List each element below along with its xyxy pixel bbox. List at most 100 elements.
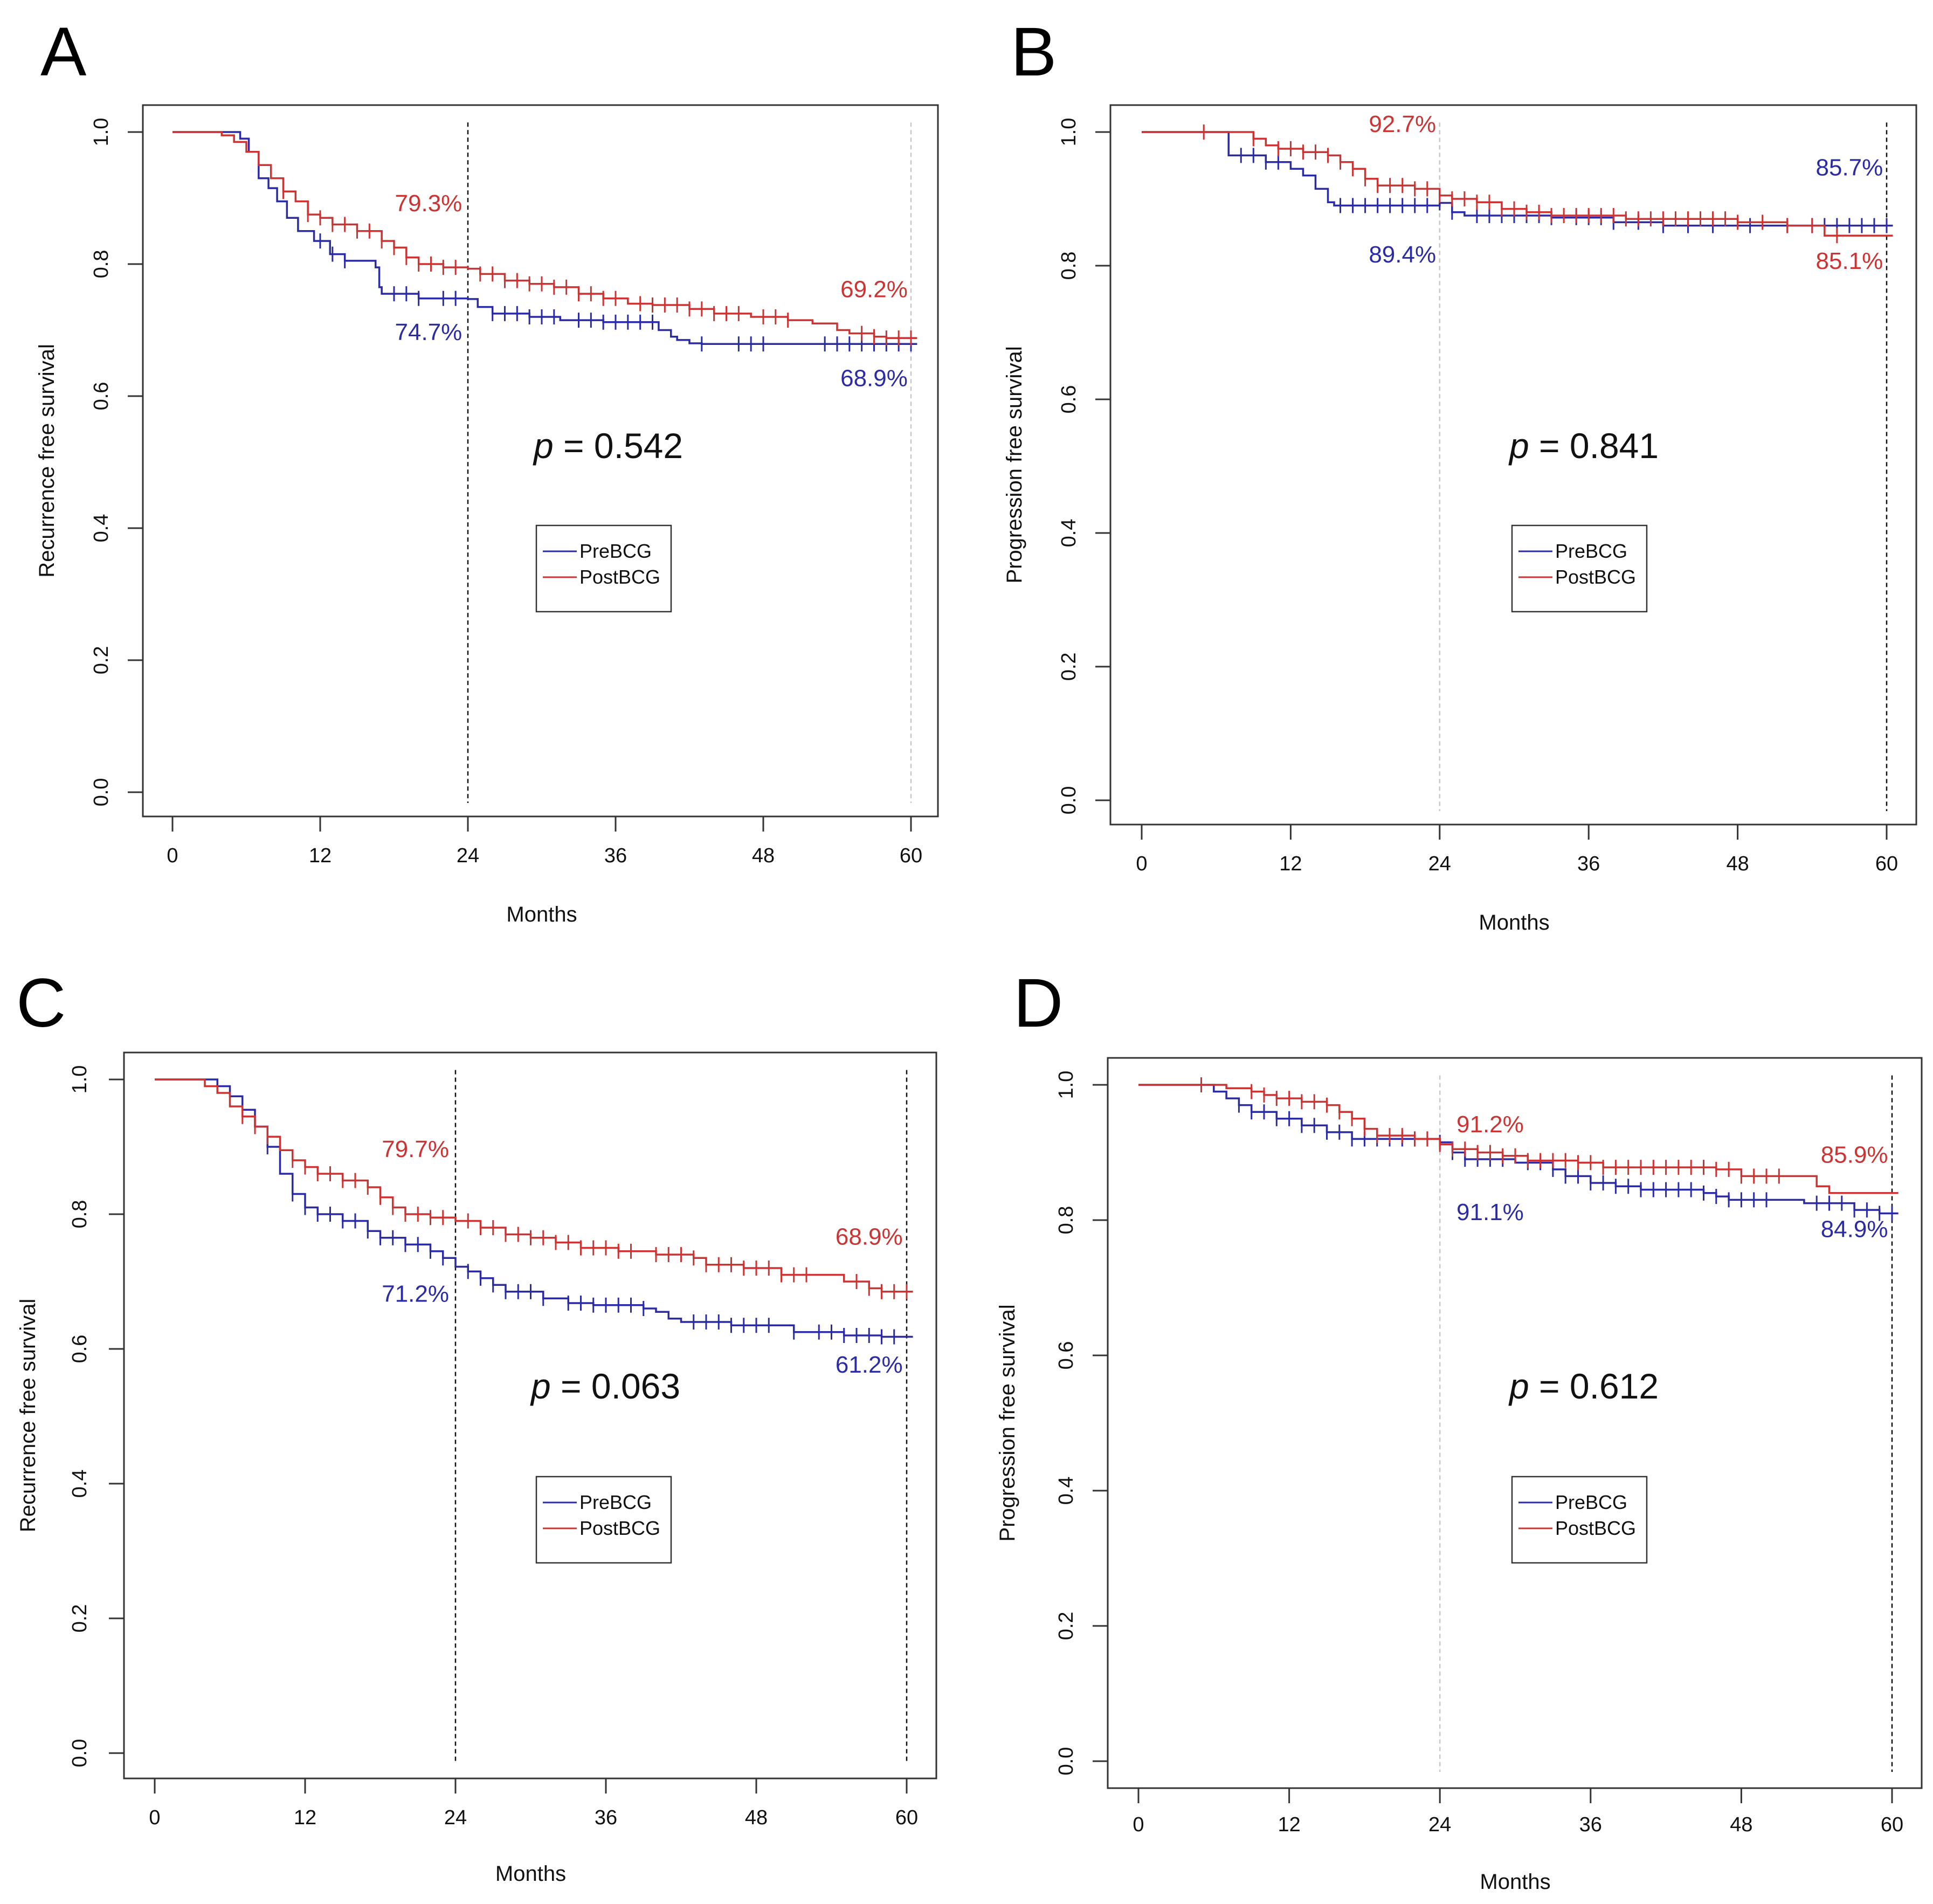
survival-pct-label: 85.9% bbox=[1821, 1141, 1888, 1168]
y-tick-label: 0.6 bbox=[1055, 1341, 1078, 1370]
legend-label-prebcg: PreBCG bbox=[579, 540, 652, 562]
panel-letter: D bbox=[1013, 965, 1063, 1042]
p-symbol: p bbox=[1508, 426, 1529, 466]
x-tick-label: 24 bbox=[1428, 1813, 1451, 1836]
y-tick-label: 0.0 bbox=[1058, 786, 1080, 815]
legend: PreBCG PostBCG bbox=[1511, 524, 1648, 613]
y-tick-label: 0.4 bbox=[68, 1470, 91, 1498]
y-tick-label: 0.2 bbox=[68, 1604, 91, 1633]
survival-pct-label: 68.9% bbox=[840, 365, 908, 392]
x-tick-label: 48 bbox=[752, 844, 775, 867]
x-tick-label: 60 bbox=[900, 844, 922, 867]
km-curve-postbcg bbox=[155, 1078, 913, 1293]
p-symbol: p bbox=[1508, 1366, 1529, 1406]
survival-pct-label: 91.2% bbox=[1456, 1111, 1524, 1138]
y-tick-label: 0.0 bbox=[68, 1739, 91, 1768]
km-curve-prebcg bbox=[1142, 131, 1893, 227]
survival-pct-label: 74.7% bbox=[395, 319, 462, 345]
km-curve-postbcg bbox=[1142, 131, 1893, 237]
legend-box bbox=[535, 524, 672, 613]
x-tick-label: 60 bbox=[895, 1806, 918, 1829]
x-axis-label: Months bbox=[506, 903, 577, 926]
x-tick-label: 12 bbox=[1279, 853, 1302, 875]
x-tick-label: 48 bbox=[745, 1806, 768, 1829]
legend-box bbox=[535, 1476, 672, 1564]
legend: PreBCG PostBCG bbox=[535, 524, 672, 613]
legend: PreBCG PostBCG bbox=[535, 1476, 672, 1564]
x-tick-label: 12 bbox=[1278, 1813, 1300, 1836]
plot-frame bbox=[142, 104, 939, 818]
y-tick-label: 0.6 bbox=[68, 1335, 91, 1363]
y-tick-label: 0.8 bbox=[90, 250, 113, 279]
x-tick-label: 0 bbox=[167, 844, 178, 867]
panel-letter: C bbox=[16, 965, 66, 1042]
legend-box bbox=[1511, 1476, 1648, 1564]
panel-c: C 0 12 24 36 48 60 0.0 0.2 0.4 0.6 0.8 1.0 Months Recu… bbox=[16, 965, 937, 1886]
legend-label-postbcg: PostBCG bbox=[1555, 1517, 1636, 1539]
km-curve-prebcg bbox=[155, 1078, 913, 1338]
x-tick-label: 36 bbox=[595, 1806, 617, 1829]
survival-pct-label: 68.9% bbox=[836, 1223, 903, 1250]
x-axis-label: Months bbox=[495, 1862, 566, 1886]
x-tick-label: 36 bbox=[604, 844, 627, 867]
x-axis-label: Months bbox=[1480, 1870, 1550, 1894]
y-axis-label: Progression free survival bbox=[996, 1304, 1019, 1541]
x-tick-label: 0 bbox=[1133, 1813, 1144, 1836]
y-tick-label: 0.4 bbox=[1055, 1477, 1078, 1505]
legend-label-postbcg: PostBCG bbox=[1555, 566, 1636, 588]
x-tick-label: 12 bbox=[294, 1806, 316, 1829]
x-tick-label: 48 bbox=[1730, 1813, 1752, 1836]
p-value: p = 0.612 bbox=[1508, 1366, 1659, 1406]
y-tick-label: 0.2 bbox=[90, 646, 113, 675]
survival-pct-label: 85.7% bbox=[1816, 155, 1883, 181]
y-tick-label: 0.2 bbox=[1055, 1612, 1078, 1640]
survival-pct-label: 91.1% bbox=[1456, 1199, 1524, 1226]
y-axis-label: Recurrence free survival bbox=[16, 1299, 40, 1533]
x-axis-label: Months bbox=[1479, 911, 1549, 934]
x-tick-label: 36 bbox=[1577, 853, 1600, 875]
panel-letter: A bbox=[40, 13, 87, 91]
plot-frame bbox=[1107, 1057, 1923, 1789]
y-tick-label: 1.0 bbox=[68, 1065, 91, 1094]
km-curve-prebcg bbox=[172, 131, 917, 345]
y-tick-label: 0.4 bbox=[90, 514, 113, 543]
y-tick-label: 0.6 bbox=[90, 382, 113, 411]
p-value-number: = 0.841 bbox=[1529, 426, 1659, 466]
km-curve-postbcg bbox=[1138, 1084, 1899, 1194]
km-curve-postbcg bbox=[172, 131, 917, 339]
panel-letter: B bbox=[1011, 13, 1057, 91]
km-curve-prebcg bbox=[1138, 1084, 1899, 1215]
legend-label-prebcg: PreBCG bbox=[1555, 1491, 1627, 1513]
y-tick-label: 0.0 bbox=[1055, 1747, 1078, 1776]
survival-pct-label: 79.3% bbox=[395, 190, 462, 217]
y-tick-label: 1.0 bbox=[1058, 118, 1080, 147]
x-tick-label: 48 bbox=[1726, 853, 1749, 875]
survival-pct-label: 71.2% bbox=[382, 1281, 449, 1307]
p-symbol: p bbox=[530, 1366, 551, 1406]
x-tick-label: 12 bbox=[309, 844, 332, 867]
legend-box bbox=[1511, 524, 1648, 613]
y-tick-label: 0.4 bbox=[1058, 519, 1080, 548]
legend-label-prebcg: PreBCG bbox=[579, 1491, 652, 1513]
y-axis-label: Progression free survival bbox=[1003, 346, 1026, 583]
plot-frame bbox=[123, 1051, 937, 1780]
p-value-number: = 0.542 bbox=[554, 426, 683, 466]
y-tick-label: 0.8 bbox=[68, 1200, 91, 1229]
panel-d: D 0 12 24 36 48 60 0.0 0.2 0.4 0.6 0.8 1.0 Months Prog… bbox=[996, 965, 1923, 1894]
legend: PreBCG PostBCG bbox=[1511, 1476, 1648, 1564]
y-tick-label: 0.8 bbox=[1055, 1206, 1078, 1235]
y-tick-label: 1.0 bbox=[1055, 1071, 1078, 1099]
x-tick-label: 0 bbox=[149, 1806, 160, 1829]
legend-label-postbcg: PostBCG bbox=[579, 566, 660, 588]
x-tick-label: 24 bbox=[1428, 853, 1451, 875]
survival-pct-label: 61.2% bbox=[836, 1352, 903, 1378]
survival-pct-label: 89.4% bbox=[1369, 241, 1436, 268]
legend-label-postbcg: PostBCG bbox=[579, 1517, 660, 1539]
panel-b: B 0 12 24 36 48 60 0.0 0.2 0.4 0.6 0.8 1.0 Months Prog… bbox=[1003, 13, 1917, 934]
panel-a: A 0 12 24 36 48 60 0.0 0.2 0.4 0.6 0.8 1.0 Months Recu… bbox=[35, 13, 939, 926]
x-tick-label: 60 bbox=[1881, 1813, 1903, 1836]
x-tick-label: 36 bbox=[1579, 1813, 1602, 1836]
survival-pct-label: 79.7% bbox=[382, 1136, 449, 1162]
p-value-number: = 0.612 bbox=[1529, 1366, 1659, 1406]
